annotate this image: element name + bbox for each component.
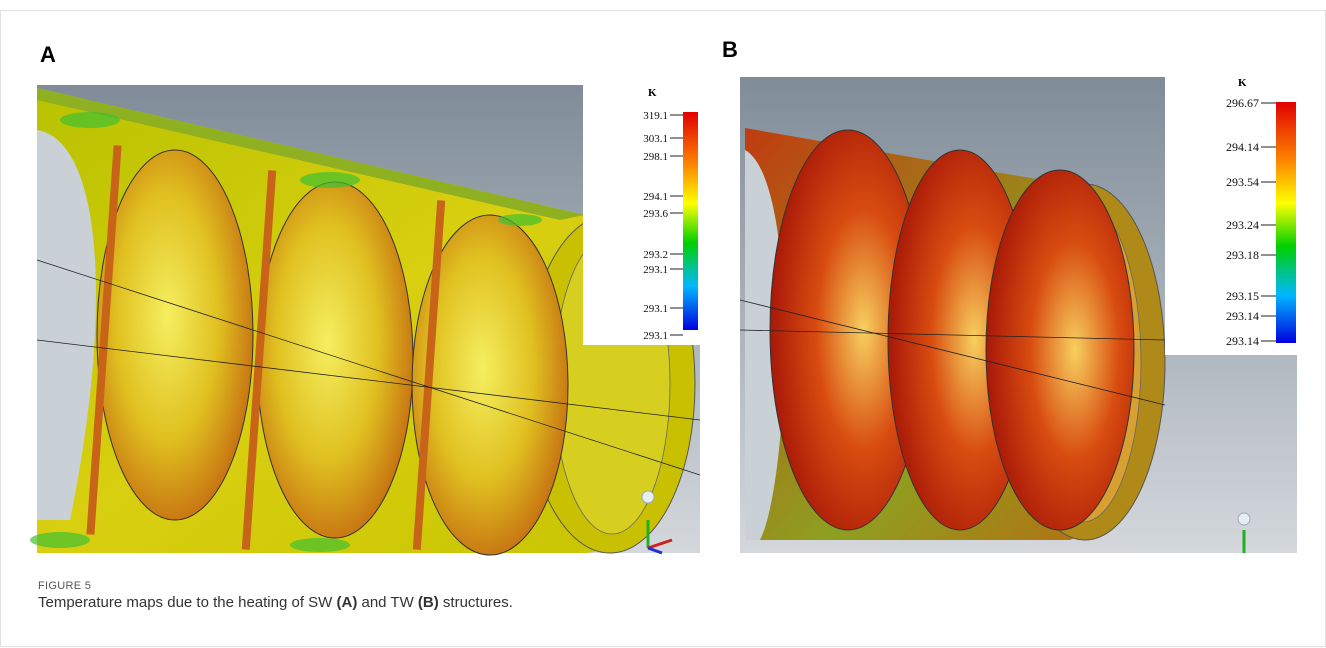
legend-tick-label: 319.1 (643, 110, 668, 122)
figure-caption: Temperature maps due to the heating of S… (38, 594, 1288, 611)
legend-tick-label: 293.2 (643, 249, 668, 261)
panel-label: A (40, 42, 56, 67)
legend-tick-label: 293.1 (643, 330, 668, 342)
figure: A K 319.1 303.1 298.1 294.1 293.6 293.2 293.1 2… (0, 0, 1326, 648)
legend-tick-label: 293.14 (1226, 334, 1259, 348)
figure-label: FIGURE 5 (38, 580, 1288, 592)
page: {"figure": {"label": "FIGURE 5", "captio… (0, 0, 1326, 648)
caption-ref: (A) (337, 594, 358, 611)
legend-tick-label: 298.1 (643, 151, 668, 163)
legend-unit: K (1238, 77, 1247, 89)
legend-tick-label: 294.14 (1226, 140, 1259, 154)
legend-tick-label: 293.54 (1226, 175, 1259, 189)
caption-text: Temperature maps due to the heating of S… (38, 594, 337, 611)
legend-tick-label: 293.14 (1226, 309, 1259, 323)
legend-tick-label: 293.15 (1226, 289, 1259, 303)
legend-tick-label: 293.18 (1226, 248, 1259, 262)
legend-tick-label: 296.67 (1226, 96, 1259, 110)
caption: FIGURE 5 Temperature maps due to the hea… (38, 580, 1288, 611)
legend-tick-label: 293.24 (1226, 218, 1259, 232)
caption-text: and TW (357, 594, 418, 611)
caption-ref: (B) (418, 594, 439, 611)
legend-unit: K (648, 87, 657, 99)
caption-text: structures. (439, 594, 513, 611)
legend: K 319.1 303.1 298.1 294.1 293.6 293.2 293.1 293… (583, 85, 700, 345)
legend-tick-label: 294.1 (643, 191, 668, 203)
legend-tick-label: 303.1 (643, 133, 668, 145)
legend-tick-label: 293.6 (643, 208, 668, 220)
legend-tick-label: 293.1 (643, 303, 668, 315)
panel-label: B (722, 37, 738, 62)
legend-tick-label: 293.1 (643, 264, 668, 276)
legend: K 296.67 294.14 293.54 293.24 293.18 293.15 29… (1165, 77, 1297, 355)
